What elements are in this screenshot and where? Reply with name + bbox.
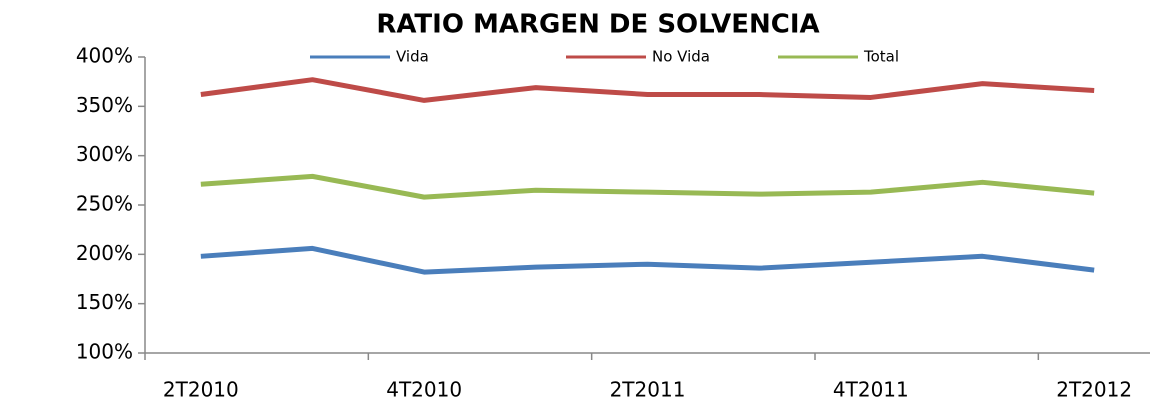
x-tick-label: 2T2012 <box>1056 378 1132 402</box>
y-tick-label: 200% <box>76 241 133 265</box>
series-line <box>200 245 1095 275</box>
legend-label: No Vida <box>652 48 710 66</box>
chart-title: RATIO MARGEN DE SOLVENCIA <box>376 10 819 40</box>
x-tick-label: 2T2011 <box>610 378 686 402</box>
x-tick-label: 4T2011 <box>833 378 909 402</box>
legend-label: Vida <box>396 48 429 66</box>
series-line <box>200 173 1095 200</box>
legend-label: Total <box>863 48 899 66</box>
x-tick-label: 2T2010 <box>163 378 239 402</box>
y-tick-label: 100% <box>76 340 133 364</box>
y-tick-label: 350% <box>76 93 133 117</box>
series-line <box>200 77 1095 103</box>
x-tick-label: 4T2010 <box>386 378 462 402</box>
y-tick-label: 300% <box>76 142 133 166</box>
y-tick-label: 250% <box>76 192 133 216</box>
y-tick-label: 400% <box>76 44 133 68</box>
y-tick-label: 150% <box>76 290 133 314</box>
